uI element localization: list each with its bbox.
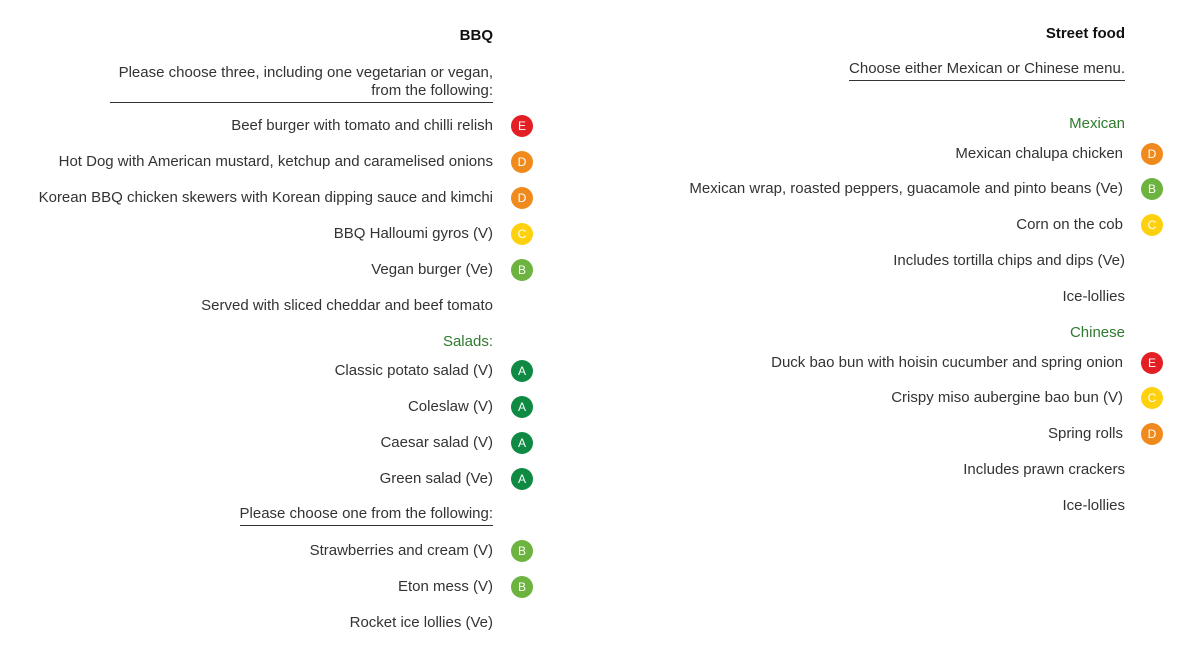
- menu-item: Hot Dog with American mustard, ketchup a…: [59, 150, 533, 174]
- bbq-intro: Please choose three, including one veget…: [110, 64, 493, 103]
- menu-item: Beef burger with tomato and chilli relis…: [231, 114, 533, 138]
- grade-badge: D: [511, 151, 533, 174]
- menu-item: Rocket ice lollies (Ve): [349, 614, 493, 632]
- menu-item: Corn on the cob C: [1016, 213, 1163, 237]
- grade-badge: A: [511, 432, 533, 455]
- mexican-ice-lollies: Ice-lollies: [1062, 288, 1125, 306]
- grade-badge: D: [511, 187, 533, 210]
- grade-badge: D: [1141, 143, 1163, 166]
- menu-item: Korean BBQ chicken skewers with Korean d…: [39, 186, 533, 210]
- grade-badge: C: [511, 223, 533, 246]
- grade-badge: C: [1141, 214, 1163, 237]
- grade-badge: B: [511, 540, 533, 563]
- menu-item: Vegan burger (Ve) B: [371, 258, 533, 282]
- grade-badge: B: [1141, 178, 1163, 201]
- menu-item: Green salad (Ve) A: [380, 467, 533, 491]
- salads-heading: Salads:: [442, 333, 493, 351]
- chinese-heading: Chinese: [1069, 324, 1125, 342]
- chinese-ice-lollies: Ice-lollies: [1062, 497, 1125, 515]
- street-food-title: Street food: [1045, 25, 1125, 43]
- menu-item: Eton mess (V) B: [398, 575, 533, 599]
- grade-badge: A: [511, 468, 533, 491]
- mexican-heading: Mexican: [1069, 115, 1125, 133]
- street-food-intro: Choose either Mexican or Chinese menu.: [849, 58, 1125, 82]
- served-with-note: Served with sliced cheddar and beef toma…: [201, 297, 493, 315]
- grade-badge: B: [511, 259, 533, 282]
- grade-badge: E: [1141, 352, 1163, 375]
- bbq-title: BBQ: [459, 27, 493, 45]
- grade-badge: B: [511, 576, 533, 599]
- menu-item: Mexican wrap, roasted peppers, guacamole…: [689, 177, 1163, 201]
- mexican-includes: Includes tortilla chips and dips (Ve): [893, 252, 1125, 270]
- menu-item: Coleslaw (V) A: [408, 395, 533, 419]
- menu-item: Mexican chalupa chicken D: [955, 142, 1163, 166]
- chinese-includes: Includes prawn crackers: [963, 461, 1125, 479]
- grade-badge: D: [1141, 423, 1163, 446]
- menu-item: Crispy miso aubergine bao bun (V) C: [891, 386, 1163, 410]
- menu-item: BBQ Halloumi gyros (V) C: [334, 222, 533, 246]
- grade-badge: A: [511, 396, 533, 419]
- grade-badge: C: [1141, 387, 1163, 410]
- menu-item: Spring rolls D: [1048, 422, 1163, 446]
- menu-item: Duck bao bun with hoisin cucumber and sp…: [771, 351, 1163, 375]
- grade-badge: E: [511, 115, 533, 138]
- dessert-intro: Please choose one from the following:: [239, 503, 493, 527]
- menu-item: Caesar salad (V) A: [380, 431, 533, 455]
- menu-item: Strawberries and cream (V) B: [310, 539, 533, 563]
- grade-badge: A: [511, 360, 533, 383]
- menu-item: Classic potato salad (V) A: [335, 359, 533, 383]
